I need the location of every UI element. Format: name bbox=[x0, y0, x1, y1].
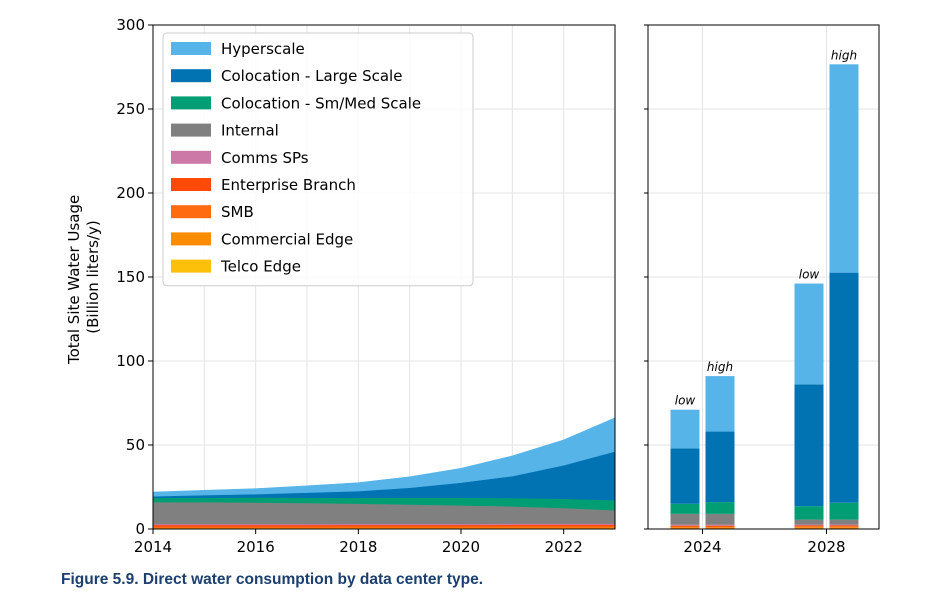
legend-label-commercial-edge: Commercial Edge bbox=[221, 230, 353, 248]
bar-segment-smb bbox=[829, 526, 859, 528]
bar-segment-hyperscale bbox=[794, 283, 824, 385]
legend-label-colocation-large-scale: Colocation - Large Scale bbox=[221, 67, 402, 85]
bar-segment-internal bbox=[705, 513, 735, 525]
bar-segment-internal bbox=[829, 519, 859, 525]
bar-segment-enterprise-branch bbox=[829, 525, 859, 527]
bar-segment-commercial-edge bbox=[705, 527, 735, 529]
legend-swatch-telco-edge bbox=[171, 259, 211, 273]
legend-swatch-enterprise-branch bbox=[171, 178, 211, 191]
legend: Hyperscale Colocation - Large Scale Coloca… bbox=[162, 32, 474, 287]
legend-label-internal: Internal bbox=[221, 122, 279, 140]
x-tick-label: 2018 bbox=[339, 538, 377, 556]
legend-swatch-comms-sps bbox=[171, 150, 211, 164]
bar-segment-colocation-large-scale bbox=[670, 448, 700, 504]
bar-segment-colocation-sm-med-scale bbox=[705, 502, 735, 514]
bar-segment-smb bbox=[670, 526, 700, 528]
x-axis-ticks: 2014 2016 2018 2020 2022 bbox=[134, 529, 583, 556]
legend-swatch-colocation-large-scale bbox=[171, 69, 211, 83]
legend-swatch-colocation-sm-med-scale bbox=[171, 96, 211, 110]
bar-segment-smb bbox=[794, 526, 824, 528]
legend-label-hyperscale: Hyperscale bbox=[221, 40, 305, 58]
x-tick-label: 2022 bbox=[545, 538, 583, 556]
bar-segment-colocation-sm-med-scale bbox=[829, 502, 859, 520]
bar-segment-comms-sps bbox=[670, 524, 700, 526]
y-tick-label: 200 bbox=[116, 184, 145, 202]
bar-segment-hyperscale bbox=[829, 64, 859, 273]
bar-segment-colocation-large-scale bbox=[794, 384, 824, 507]
legend-swatch-internal bbox=[171, 123, 211, 137]
bar-labels: low high low high bbox=[675, 48, 857, 407]
y-tick-label: 250 bbox=[116, 100, 145, 118]
bar-y-ticks bbox=[644, 24, 648, 530]
y-axis-ticks: 0 50 100 150 200 250 300 bbox=[116, 16, 153, 538]
legend-box bbox=[162, 32, 474, 287]
y-tick-label: 300 bbox=[116, 16, 145, 34]
x-tick-label: 2016 bbox=[237, 538, 275, 556]
bar-segment-comms-sps bbox=[794, 524, 824, 526]
bar-label: high bbox=[707, 360, 733, 374]
bar-x-tick-label: 2028 bbox=[807, 538, 845, 556]
bar-segment-colocation-large-scale bbox=[705, 431, 735, 503]
y-tick-label: 150 bbox=[116, 268, 145, 286]
legend-swatch-commercial-edge bbox=[171, 232, 211, 246]
bar-x-ticks: 2024 2028 bbox=[683, 529, 846, 556]
bar-segment-colocation-sm-med-scale bbox=[794, 506, 824, 520]
bar-segment-colocation-large-scale bbox=[829, 272, 859, 503]
bar-segment-internal bbox=[670, 513, 700, 525]
bar-segment-commercial-edge bbox=[794, 527, 824, 529]
legend-label-enterprise-branch: Enterprise Branch bbox=[221, 176, 356, 194]
bar-segment-commercial-edge bbox=[829, 527, 859, 529]
bar-series bbox=[670, 64, 859, 529]
bar-x-tick-label: 2024 bbox=[683, 538, 721, 556]
bar-segment-commercial-edge bbox=[670, 527, 700, 529]
legend-swatch-hyperscale bbox=[171, 42, 211, 55]
bar-segment-hyperscale bbox=[670, 409, 700, 449]
bar-segment-colocation-sm-med-scale bbox=[670, 503, 700, 514]
legend-label-comms-sps: Comms SPs bbox=[221, 149, 309, 167]
bar-segment-smb bbox=[705, 526, 735, 528]
legend-label-smb: SMB bbox=[221, 203, 254, 221]
legend-label-colocation-sm-med-scale: Colocation - Sm/Med Scale bbox=[221, 94, 421, 112]
y-axis-label: Total Site Water Usage (Billion liters/y… bbox=[65, 190, 102, 365]
x-tick-label: 2014 bbox=[134, 538, 172, 556]
bar-segment-comms-sps bbox=[829, 524, 859, 526]
y-tick-label: 100 bbox=[116, 352, 145, 370]
figure-caption: Figure 5.9. Direct water consumption by … bbox=[61, 571, 484, 588]
legend-label-telco-edge: Telco Edge bbox=[220, 258, 301, 276]
bar-segment-enterprise-branch bbox=[670, 525, 700, 527]
x-tick-label: 2020 bbox=[442, 538, 480, 556]
y-tick-label: 0 bbox=[135, 520, 145, 538]
y-tick-label: 50 bbox=[126, 436, 145, 454]
bar-label: low bbox=[799, 268, 820, 282]
bar-segment-comms-sps bbox=[705, 524, 735, 526]
legend-swatch-smb bbox=[171, 205, 211, 219]
bar-segment-enterprise-branch bbox=[705, 525, 735, 527]
bar-label: high bbox=[831, 48, 857, 62]
bar-segment-enterprise-branch bbox=[794, 525, 824, 527]
bar-label: low bbox=[675, 394, 696, 408]
bar-segment-internal bbox=[794, 519, 824, 525]
bar-segment-hyperscale bbox=[705, 376, 735, 432]
bar-chart-panel: low high low high 2024 2028 bbox=[644, 24, 880, 556]
